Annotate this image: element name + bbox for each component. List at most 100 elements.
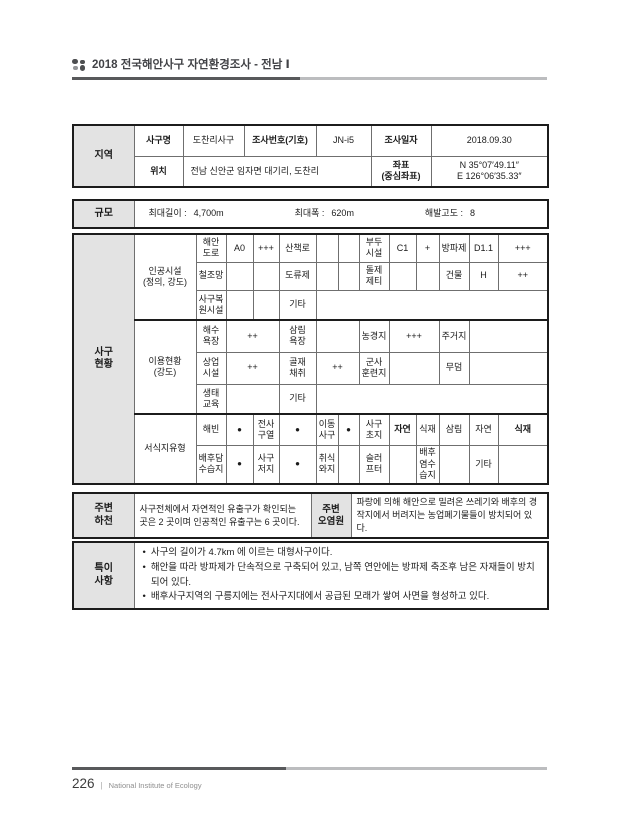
grid-cell <box>225 289 254 321</box>
coords-label: 좌표 (중심좌표) <box>370 155 432 188</box>
footer-divider: | <box>100 781 103 790</box>
page-footer: 226 | National Institute of Ecology <box>72 776 202 791</box>
scale-table: 규모 최대길이 :4,700m 최대폭 :620m 해발고도 :8 <box>72 199 549 229</box>
grid-cell-selected: 자연 <box>388 413 417 446</box>
grid-cell: 이동 사구 <box>315 413 339 446</box>
survey-date-value: 2018.09.30 <box>430 124 549 157</box>
check-dot: ● <box>278 444 317 485</box>
habitat-label: 서식지유형 <box>133 413 197 485</box>
grid-cell: 삼림 욕장 <box>278 319 317 353</box>
grid-cell: 식재 <box>415 413 440 446</box>
survey-date-label: 조사일자 <box>370 124 432 157</box>
dune-status-table: 사구 현황 인공시설 (정의, 강도) 해안 도로 A0 +++ 산책로 부두 … <box>72 233 549 485</box>
grid-cell: 군사 훈련지 <box>358 351 390 385</box>
note-item: 사구의 길이가 4.7km 에 이르는 대형사구이다. <box>143 546 544 561</box>
grid-cell: 방파제 <box>438 233 470 263</box>
grid-cell: 기타 <box>278 289 317 321</box>
grid-cell: 생태 교육 <box>195 383 227 415</box>
notes-table: 특이 사항 사구의 길이가 4.7km 에 이르는 대형사구이다. 해안을 따라… <box>72 541 549 611</box>
grid-cell <box>225 383 280 415</box>
grid-cell: 도류제 <box>278 261 317 291</box>
grid-cell <box>225 261 254 291</box>
notes-list: 사구의 길이가 4.7km 에 이르는 대형사구이다. 해안을 따라 방파제가 … <box>133 541 549 610</box>
grid-cell: 건물 <box>438 261 470 291</box>
grid-cell: 기타 <box>468 444 499 485</box>
grid-cell <box>438 444 470 485</box>
header-rule <box>72 77 547 80</box>
check-dot: ● <box>337 413 360 446</box>
grid-cell <box>497 444 549 485</box>
note-item: 배후사구지역의 구릉지에는 전사구지대에서 공급된 모래가 쌓여 사면을 형성하… <box>143 590 544 605</box>
grid-cell: A0 <box>225 233 254 263</box>
page-number: 226 <box>72 776 95 791</box>
grid-cell: 주거지 <box>438 319 470 353</box>
grid-cell <box>337 233 360 263</box>
check-dot: ● <box>278 413 317 446</box>
dune-name-value: 도찬리사구 <box>182 124 245 157</box>
coords-value: N 35°07′49.11″ E 126°06′35.33″ <box>430 155 549 188</box>
survey-no-label: 조사번호(기호) <box>243 124 317 157</box>
grid-cell: 골재 채취 <box>278 351 317 385</box>
grid-cell: + <box>415 233 440 263</box>
grid-cell <box>415 261 440 291</box>
page-body: 2018 전국해안사구 자연환경조사 - 전남 Ⅰ 지역 사구명 도찬리사구 조… <box>0 0 619 610</box>
grid-cell: +++ <box>252 233 280 263</box>
grid-cell <box>315 289 549 321</box>
grid-cell: 돌제 제티 <box>358 261 390 291</box>
page-header: 2018 전국해안사구 자연환경조사 - 전남 Ⅰ <box>72 0 547 80</box>
max-width: 최대폭 :620m <box>294 208 354 219</box>
pollution-text: 파랑에 의해 해안으로 밀려온 쓰레기와 배후의 경작지에서 버려지는 농업폐기… <box>350 492 549 539</box>
grid-cell <box>252 289 280 321</box>
grid-cell <box>388 444 417 485</box>
grid-cell <box>315 261 339 291</box>
elevation: 해발고도 :8 <box>424 208 475 219</box>
artificial-label: 인공시설 (정의, 강도) <box>133 233 197 321</box>
grid-cell: 무덤 <box>438 351 470 385</box>
report-title: 2018 전국해안사구 자연환경조사 - 전남 Ⅰ <box>92 59 290 71</box>
grid-cell-selected: 식재 <box>497 413 549 446</box>
grid-cell: ++ <box>497 261 549 291</box>
grid-cell: D1.1 <box>468 233 499 263</box>
institute-name: National Institute of Ecology <box>108 781 202 790</box>
grid-cell <box>337 444 360 485</box>
grid-cell: H <box>468 261 499 291</box>
grid-cell: 삼림 <box>438 413 470 446</box>
grid-cell: ++ <box>315 351 360 385</box>
grid-cell: 해안 도로 <box>195 233 227 263</box>
grid-cell <box>468 351 549 385</box>
grid-cell: 기타 <box>278 383 317 415</box>
grid-cell: 부두 시설 <box>358 233 390 263</box>
grid-cell: ++ <box>225 319 280 353</box>
grid-cell: 배후담 수습지 <box>195 444 227 485</box>
grid-cell <box>388 261 417 291</box>
grid-cell <box>337 261 360 291</box>
footer-rule <box>72 767 547 770</box>
notes-header: 특이 사항 <box>72 541 135 610</box>
stream-text: 사구전체에서 자연적인 유출구가 확인되는 곳은 2 곳이며 인공적인 유출구는… <box>133 492 312 539</box>
scale-header: 규모 <box>72 199 135 229</box>
grid-cell: 농경지 <box>358 319 390 353</box>
grid-cell <box>315 319 360 353</box>
dune-name-label: 사구명 <box>133 124 184 157</box>
grid-cell: 전사 구열 <box>252 413 280 446</box>
grid-cell: 슬러 프터 <box>358 444 390 485</box>
grid-cell: C1 <box>388 233 417 263</box>
grid-cell: 사구 저지 <box>252 444 280 485</box>
grid-cell: 사구복 원시설 <box>195 289 227 321</box>
grid-cell: 자연 <box>468 413 499 446</box>
usage-label: 이용현황 (강도) <box>133 319 197 415</box>
note-item: 해안을 따라 방파제가 단속적으로 구축되어 있고, 남쪽 연안에는 방파제 축… <box>143 561 544 590</box>
grid-cell: 상업 시설 <box>195 351 227 385</box>
grid-cell: 해빈 <box>195 413 227 446</box>
grid-cell <box>315 383 549 415</box>
grid-cell: 철조망 <box>195 261 227 291</box>
pollution-header: 주변 오염원 <box>310 492 352 539</box>
grid-cell: +++ <box>497 233 549 263</box>
grid-cell: 사구 초지 <box>358 413 390 446</box>
region-header: 지역 <box>72 124 135 188</box>
grid-cell <box>315 233 339 263</box>
grid-cell: ++ <box>225 351 280 385</box>
check-dot: ● <box>225 413 254 446</box>
grid-cell <box>468 319 549 353</box>
